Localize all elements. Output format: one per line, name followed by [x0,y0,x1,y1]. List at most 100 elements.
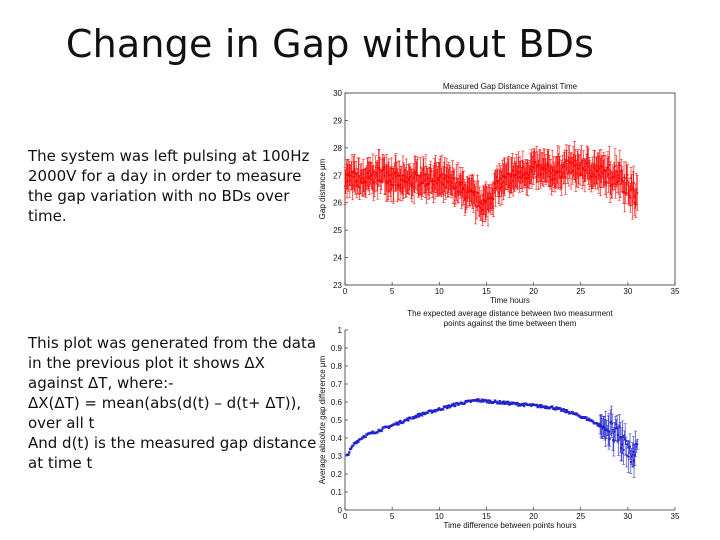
data-point [399,419,402,423]
data-point [626,173,629,176]
data-point [629,196,632,199]
x-tick-label: 0 [343,512,348,521]
y-tick-label: 30 [333,89,342,98]
y-tick-label: 29 [333,116,342,125]
data-point [605,181,608,184]
data-point [492,198,495,201]
data-point [442,408,445,411]
data-point [475,190,478,193]
data-series [343,141,639,227]
data-series [345,398,639,478]
y-tick-label: 0.3 [331,452,343,461]
data-point [350,446,353,449]
data-point [457,177,460,180]
data-point [364,435,367,439]
x-tick-label: 35 [671,287,680,296]
data-point [347,453,350,456]
data-point [508,403,511,406]
y-tick-label: 0.8 [331,362,343,371]
description-paragraph-2: This plot was generated from the data in… [28,333,318,473]
x-tick-label: 25 [576,512,585,521]
y-tick-label: 0.5 [331,416,343,425]
x-axis-label: Time hours [490,296,530,305]
y-tick-label: 0.2 [331,470,343,479]
x-tick-label: 0 [343,287,348,296]
data-point [415,416,418,419]
y-tick-label: 28 [333,144,342,153]
paragraph-1-line: the gap variation with no BDs over [28,187,290,205]
slide-title: Change in Gap without BDs [65,22,595,66]
data-point [636,191,639,194]
data-point [352,444,355,447]
x-tick-label: 5 [390,512,395,521]
x-tick-label: 30 [623,287,632,296]
data-point [498,399,501,403]
x-tick-label: 15 [482,512,491,521]
data-point [522,404,526,408]
data-point [565,409,569,412]
data-point [613,165,616,168]
data-point [407,419,410,422]
data-point [488,401,491,404]
data-point [571,411,574,414]
data-point [397,423,400,426]
data-point [506,400,509,403]
y-axis-label: Average absolute gap difference μm [318,355,327,484]
y-tick-label: 0.6 [331,398,343,407]
data-point [622,448,625,451]
chart-title: points against the time between them [444,319,577,328]
data-point [480,398,484,401]
y-tick-label: 0.1 [331,488,343,497]
paragraph-2-line: against ΔT, where:- [28,374,174,392]
data-point [627,455,630,458]
y-tick-label: 1 [338,326,343,335]
paragraph-2-line: in the previous plot it shows ΔX [28,354,265,372]
data-point [421,414,424,417]
x-tick-label: 15 [482,287,491,296]
data-point [625,454,628,457]
data-point [357,440,360,444]
paragraph-2-line: This plot was generated from the data [28,334,317,352]
gap-vs-time-chart: Measured Gap Distance Against Time 0 5 10 15… [318,82,680,305]
data-point [608,163,611,166]
data-point [628,445,632,448]
data-point [392,184,395,187]
chart-title: The expected average distance between tw… [407,309,613,318]
avg-gap-difference-chart: The expected average distance between tw… [318,309,680,530]
x-tick-label: 25 [576,287,585,296]
data-point [554,408,557,411]
paragraph-1-line: time. [28,207,67,225]
data-point [380,429,383,432]
data-point [376,431,379,434]
y-tick-label: 25 [333,226,342,235]
description-paragraph-1: The system was left pulsing at 100Hz 200… [28,146,318,226]
data-point [551,405,554,408]
data-point [395,421,399,424]
data-point [612,440,615,443]
data-point [611,422,614,425]
y-tick-label: 0 [338,506,343,515]
y-tick-label: 23 [333,281,342,290]
x-axis-label: Time difference between points hours [444,521,577,530]
paragraph-2-line: over all t [28,414,95,432]
data-point [562,408,565,411]
x-tick-label: 20 [529,287,538,296]
y-tick-label: 27 [333,171,342,180]
x-tick-label: 35 [671,512,680,521]
data-point [452,402,455,405]
data-point [477,192,480,195]
paragraph-1-line: The system was left pulsing at 100Hz [28,147,310,165]
data-point [454,404,457,407]
data-point [617,439,620,442]
data-point [474,204,477,207]
x-tick-label: 10 [435,512,444,521]
data-point [426,411,429,414]
paragraph-2-line: ΔX(ΔT) = mean(abs(d(t) – d(t+ ΔT)), [28,394,302,412]
data-point [585,416,588,419]
data-point [502,400,505,403]
data-point [534,160,537,163]
data-point [373,180,376,183]
data-point [348,451,351,454]
x-tick-label: 30 [623,512,632,521]
data-point [608,437,611,441]
